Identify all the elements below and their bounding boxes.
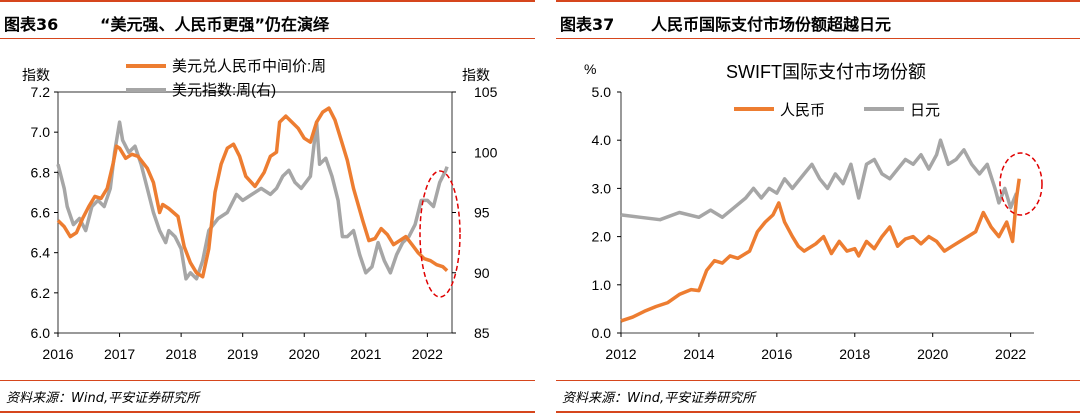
chart-title-bar: 图表37 人民币国际支付市场份额超越日元 — [556, 0, 1080, 39]
x-tick-label: 2019 — [227, 346, 258, 362]
highlight-ellipse — [419, 170, 461, 298]
y-left-axis-label: 指数 — [22, 67, 50, 83]
chart-panel-37: 图表37 人民币国际支付市场份额超越日元 5.0 4.0 3.0 2.0 1.0 0.0 2… — [556, 0, 1080, 417]
x-tick-label: 2017 — [104, 346, 135, 362]
legend-label: 人民币 — [780, 102, 825, 119]
highlight-ellipse — [999, 152, 1043, 216]
x-tick-label: 2022 — [995, 346, 1026, 362]
x-tick-label: 2020 — [289, 346, 320, 362]
chart-panel-36: 图表36 “美元强、人民币更强”仍在演绎 7.2 7.0 6.8 6.6 6.4 6.2 6… — [0, 0, 535, 417]
y-left-tick-label: 7.0 — [31, 124, 51, 140]
x-tick-label: 2021 — [350, 346, 381, 362]
y-left-tick-label: 6.8 — [31, 164, 51, 180]
series-line-dxy — [56, 120, 449, 281]
series-line-rmb — [620, 178, 1021, 323]
y-left-tick-label: 6.2 — [31, 285, 51, 301]
chart-title-bar: 图表36 “美元强、人民币更强”仍在演绎 — [0, 0, 535, 39]
swift-share-chart: 5.0 4.0 3.0 2.0 1.0 0.0 2012 2014 2016 2018 2020 20… — [584, 61, 1043, 362]
y-right-tick-label: 100 — [474, 144, 498, 160]
y-left-tick-label: 6.4 — [31, 245, 51, 261]
y-tick-label: 1.0 — [592, 277, 612, 293]
y-left-tick-label: 7.2 — [31, 84, 51, 100]
x-tick-label: 2014 — [683, 346, 714, 362]
figure-title: “美元强、人民币更强”仍在演绎 — [100, 15, 330, 34]
y-tick-label: 3.0 — [592, 180, 612, 196]
figure-title: 人民币国际支付市场份额超越日元 — [651, 15, 892, 34]
y-right-tick-label: 85 — [474, 325, 490, 341]
series-line-cny — [56, 106, 449, 279]
y-right-tick-label: 90 — [474, 265, 490, 281]
y-tick-label: 0.0 — [592, 325, 612, 341]
x-tick-label: 2022 — [412, 346, 443, 362]
fx-chart: 7.2 7.0 6.8 6.6 6.4 6.2 6.0 105 100 95 90 85 2016 201… — [22, 58, 498, 362]
chart-title: SWIFT国际支付市场份额 — [726, 62, 926, 82]
x-tick-label: 2018 — [166, 346, 197, 362]
y-right-tick-label: 105 — [474, 84, 498, 100]
y-tick-label: 4.0 — [592, 132, 612, 148]
y-right-tick-label: 95 — [474, 205, 490, 221]
source-bar: 资料来源：Wind,平安证券研究所 — [0, 380, 535, 413]
source-note: 资料来源：Wind,平安证券研究所 — [6, 391, 200, 406]
legend-label: 日元 — [910, 102, 940, 119]
y-tick-label: 5.0 — [592, 84, 612, 100]
figure-number: 图表36 — [4, 15, 59, 34]
y-axis-label: % — [584, 61, 596, 77]
x-tick-label: 2016 — [42, 346, 73, 362]
x-tick-label: 2012 — [605, 346, 636, 362]
legend-label: 美元兑人民币中间价:周 — [172, 58, 326, 75]
x-tick-label: 2016 — [761, 346, 792, 362]
x-tick-label: 2018 — [839, 346, 870, 362]
y-tick-label: 2.0 — [592, 229, 612, 245]
y-right-axis-label: 指数 — [462, 67, 490, 83]
figure-number: 图表37 — [560, 15, 615, 34]
y-left-tick-label: 6.0 — [31, 325, 51, 341]
source-note: 资料来源：Wind,平安证券研究所 — [562, 391, 756, 406]
source-bar: 资料来源：Wind,平安证券研究所 — [556, 380, 1080, 413]
x-tick-label: 2020 — [917, 346, 948, 362]
series-line-jpy — [620, 138, 1019, 222]
y-left-tick-label: 6.6 — [31, 205, 51, 221]
legend-label: 美元指数:周(右) — [172, 82, 276, 99]
